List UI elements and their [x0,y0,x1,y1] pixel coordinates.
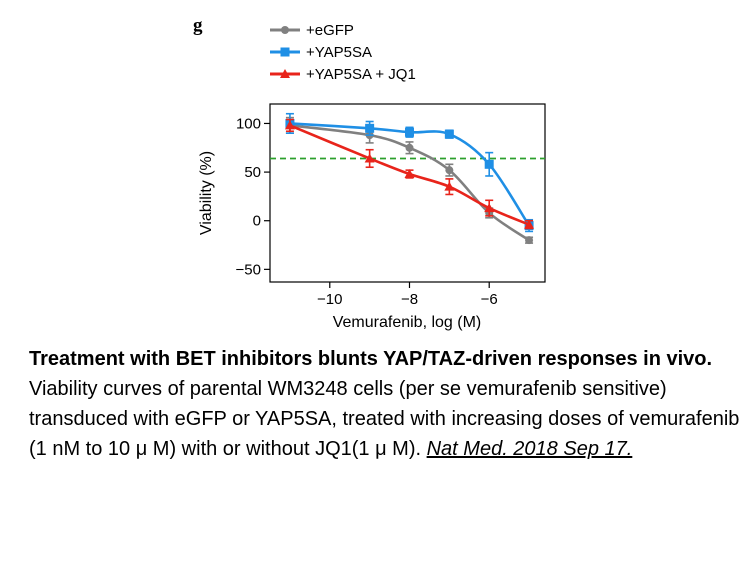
legend: +eGFP +YAP5SA +YAP5SA + JQ1 [270,22,416,83]
legend-item: +YAP5SA + JQ1 [270,66,416,83]
data-point [405,143,414,152]
x-tick-label: −10 [317,291,342,308]
figure-caption: Treatment with BET inhibitors blunts YAP… [29,344,751,464]
data-point [444,181,455,191]
x-tick-label: −8 [401,291,418,308]
x-tick-label: −6 [481,291,498,308]
legend-label: +eGFP [306,22,354,39]
y-tick-label: 50 [244,164,261,181]
series-line [289,122,531,227]
y-axis: 100 50 0 −50 [236,115,270,278]
x-axis: −10 −8 −6 [317,282,498,308]
viability-chart: g +eGFP +YAP5SA +YAP5SA + JQ1 100 50 0 −50 −1… [193,15,546,331]
caption-text: Viability curves of parental WM3248 cell… [29,378,740,460]
series-2 [284,118,535,230]
data-point [484,159,494,169]
x-axis-label: Vemurafenib, log (M) [333,314,482,331]
caption-title: Treatment with BET inhibitors blunts YAP… [29,348,713,370]
caption-body: Viability curves of parental WM3248 cell… [29,374,751,464]
data-point [444,129,454,139]
data-point [364,153,375,163]
data-point [484,203,495,213]
data-point [524,219,535,229]
legend-item: +eGFP [270,22,354,39]
legend-label: +YAP5SA + JQ1 [306,66,416,83]
y-tick-label: 0 [253,213,261,230]
citation-link[interactable]: Nat Med. 2018 Sep 17. [426,438,633,460]
panel-label: g [193,15,203,36]
data-point [284,120,295,130]
data-point [365,123,375,133]
plot-area-frame [269,103,546,283]
series-layer [284,112,535,245]
legend-marker [281,26,289,34]
legend-marker [280,47,290,57]
data-point [404,127,414,137]
legend-item: +YAP5SA [270,44,372,61]
data-point [404,169,415,179]
y-axis-label: Viability (%) [198,151,215,235]
y-tick-label: −50 [236,261,261,278]
data-point [525,236,534,245]
data-point [445,166,454,175]
legend-marker [280,69,290,78]
legend-label: +YAP5SA [306,44,372,61]
y-tick-label: 100 [236,115,261,132]
